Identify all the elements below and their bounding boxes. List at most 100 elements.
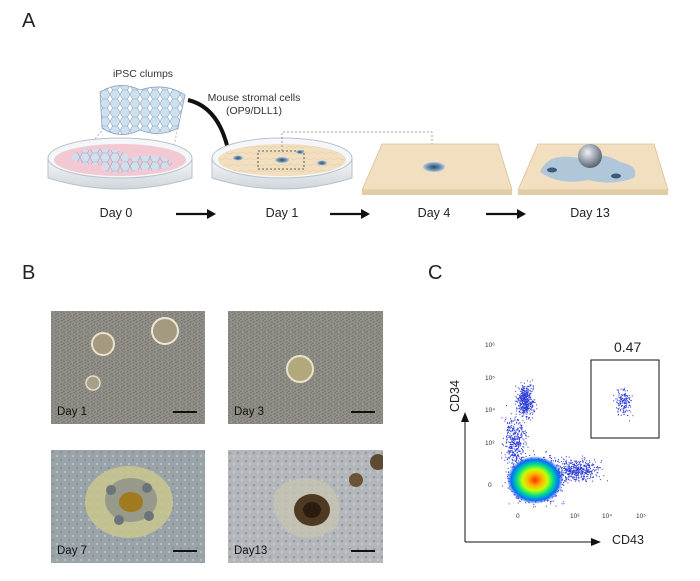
scatter-point <box>571 462 573 463</box>
scatter-point <box>590 474 592 476</box>
scatter-point <box>531 390 533 392</box>
scatter-point <box>522 386 524 388</box>
scatter-point <box>565 466 567 468</box>
scatter-point <box>584 465 586 467</box>
scatter-point <box>513 428 515 430</box>
scatter-point <box>523 399 524 401</box>
scatter-point <box>522 438 524 440</box>
scatter-point <box>515 460 517 461</box>
scatter-point <box>620 395 622 397</box>
scatter-point <box>516 445 518 446</box>
scatter-point <box>507 432 509 433</box>
scatter-point <box>527 394 529 396</box>
scatter-point <box>520 399 522 401</box>
scatter-point <box>523 395 525 397</box>
scatter-point <box>590 471 592 473</box>
scatter-point <box>565 469 567 471</box>
scatter-point <box>513 432 515 434</box>
scatter-point <box>512 455 514 457</box>
scatter-point <box>517 438 519 440</box>
scatter-point <box>574 477 576 479</box>
scatter-point <box>588 470 590 472</box>
scatter-point <box>627 414 629 416</box>
scatter-point <box>592 480 594 482</box>
scatter-point <box>521 427 522 429</box>
scatter-point <box>516 401 518 403</box>
scatter-point <box>514 436 516 438</box>
scatter-point <box>568 469 570 471</box>
scatter-point <box>526 401 528 403</box>
scatter-point <box>525 408 527 410</box>
scatter-point <box>574 472 576 474</box>
scatter-point <box>622 411 624 413</box>
scatter-point <box>529 381 531 383</box>
scatter-point <box>523 410 525 411</box>
scatter-point <box>516 443 517 445</box>
scatter-point <box>510 418 512 420</box>
scatter-point <box>562 472 564 474</box>
scatter-point <box>531 407 533 409</box>
scatter-point <box>533 411 535 413</box>
scatter-point <box>623 397 625 399</box>
scatter-point <box>508 427 510 429</box>
scatter-point <box>514 449 516 451</box>
scatter-point <box>565 461 567 463</box>
scatter-point <box>619 403 621 405</box>
scatter-point <box>510 441 512 443</box>
scatter-point <box>575 469 577 471</box>
scatter-point <box>517 387 519 389</box>
scatter-point <box>532 379 533 381</box>
scatter-point <box>518 388 520 390</box>
scatter-point <box>523 382 525 384</box>
scatter-point <box>580 464 582 466</box>
scatter-point <box>579 466 581 468</box>
scatter-point <box>527 401 529 403</box>
scatter-point <box>570 475 572 477</box>
scatter-point <box>577 470 579 472</box>
scatter-point <box>525 400 527 402</box>
scatter-point <box>575 469 577 471</box>
scatter-point <box>525 390 526 392</box>
scatter-point <box>514 423 515 425</box>
scatter-point <box>531 402 533 404</box>
scatter-point <box>510 425 512 427</box>
scatter-point <box>515 413 517 415</box>
scatter-point <box>581 468 583 470</box>
scatter-point <box>515 395 517 397</box>
scatter-point <box>517 399 519 401</box>
scatter-point <box>523 393 525 395</box>
scatter-point <box>578 469 580 471</box>
scatter-point <box>565 472 567 474</box>
scatter-point <box>579 468 581 470</box>
scatter-point <box>617 402 619 404</box>
scatter-point <box>573 471 574 473</box>
scatter-point <box>509 433 511 435</box>
scatter-point <box>568 465 570 467</box>
scatter-point <box>514 453 516 455</box>
scatter-point <box>527 389 529 391</box>
scatter-point <box>618 404 620 406</box>
scatter-point <box>568 461 570 463</box>
scatter-point <box>509 447 511 449</box>
scatter-point <box>522 387 524 389</box>
scatter-point <box>510 431 512 433</box>
scatter-point <box>511 429 513 431</box>
scatter-point <box>505 441 507 443</box>
scatter-point <box>529 384 531 386</box>
scatter-point <box>509 445 511 447</box>
scatter-point <box>523 456 525 458</box>
scatter-point <box>528 405 530 407</box>
scatter-point <box>561 503 563 505</box>
scatter-point <box>509 450 511 452</box>
scatter-point <box>593 464 595 465</box>
scatter-point <box>565 456 567 458</box>
scatter-point <box>508 425 510 427</box>
scatter-point <box>527 403 529 405</box>
panel-b-letter: B <box>22 262 36 284</box>
scatter-point <box>568 471 570 472</box>
scatter-point <box>577 469 578 471</box>
scatter-point <box>625 407 627 409</box>
scatter-point <box>536 408 538 410</box>
scatter-point <box>624 412 626 414</box>
scatter-point <box>524 404 526 406</box>
